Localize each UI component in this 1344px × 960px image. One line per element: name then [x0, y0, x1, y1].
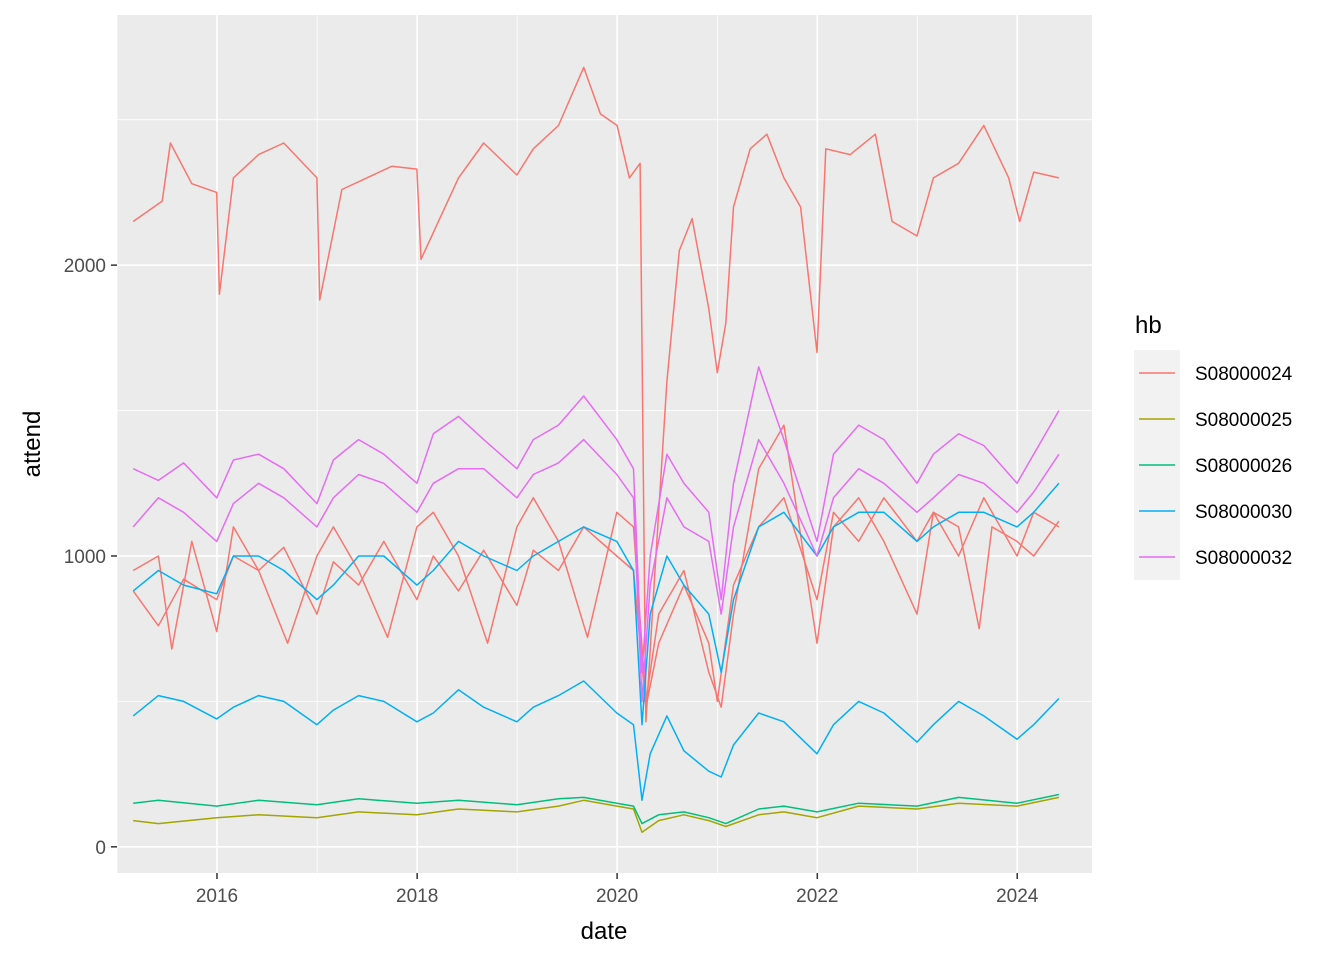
x-tick-label: 2022: [796, 886, 838, 907]
series-line-S08000025: [133, 796, 1060, 834]
x-axis: 2016 2018 2020 2022 2024: [196, 873, 1039, 907]
series-line-S08000032: [132, 438, 1060, 703]
legend: hb S08000024 S08000025 S08000026 S08000030 S…: [1134, 312, 1293, 580]
y-tick-label: 2000: [64, 256, 106, 277]
major-gridlines: [117, 15, 1092, 873]
y-axis-title: attend: [19, 411, 46, 478]
y-tick-label: 0: [95, 838, 106, 859]
legend-label: S08000026: [1195, 456, 1292, 477]
series-line-S08000030: [132, 680, 1060, 802]
x-tick-label: 2020: [596, 886, 638, 907]
panel-background: [117, 15, 1092, 873]
y-axis: 0 1000 2000: [64, 256, 117, 859]
series-line-S08000024: [132, 497, 1060, 708]
legend-label: S08000032: [1195, 548, 1292, 569]
x-tick-label: 2016: [196, 886, 238, 907]
y-tick-label: 1000: [64, 547, 106, 568]
legend-label: S08000024: [1195, 364, 1293, 385]
series-line-S08000026: [133, 793, 1060, 825]
series-lines: [132, 66, 1060, 834]
series-line-S08000024: [132, 66, 1060, 723]
x-tick-label: 2018: [396, 886, 438, 907]
legend-label: S08000025: [1195, 410, 1292, 431]
series-line-S08000030: [132, 482, 1060, 726]
legend-title: hb: [1135, 312, 1162, 339]
series-line-S08000024: [132, 424, 1060, 708]
legend-label: S08000030: [1195, 502, 1292, 523]
x-axis-title: date: [581, 918, 628, 945]
series-line-S08000032: [132, 366, 1060, 674]
x-tick-label: 2024: [996, 886, 1039, 907]
